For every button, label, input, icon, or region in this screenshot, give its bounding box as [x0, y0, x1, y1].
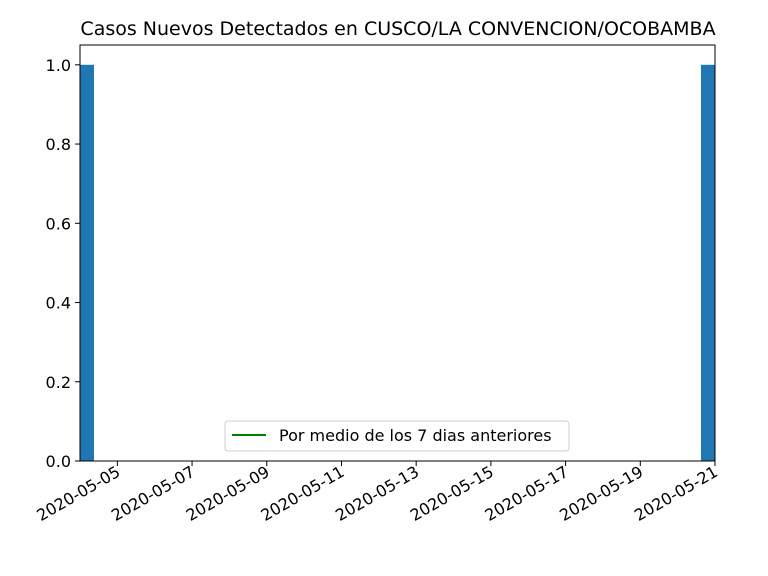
y-tick-label: 0.6: [46, 214, 71, 233]
bar-2020-05-21: [701, 64, 715, 462]
y-tick-label: 1.0: [46, 56, 71, 75]
chart-title: Casos Nuevos Detectados en CUSCO/LA CONV…: [80, 18, 715, 40]
x-tick-label: 2020-05-15: [407, 462, 497, 525]
y-tick-label: 0.4: [46, 294, 71, 313]
x-tick-label: 2020-05-07: [108, 462, 198, 525]
legend-label: Por medio de los 7 dias anteriores: [279, 426, 552, 445]
x-tick-label: 2020-05-05: [33, 462, 123, 525]
y-tick-label: 0.2: [46, 373, 71, 392]
x-tick-label: 2020-05-17: [482, 462, 572, 525]
x-tick-label: 2020-05-19: [556, 462, 646, 525]
x-tick-label: 2020-05-11: [257, 462, 347, 525]
legend: Por medio de los 7 dias anteriores: [224, 420, 570, 452]
y-tick-label: 0.8: [46, 135, 71, 154]
x-axis: 2020-05-052020-05-072020-05-092020-05-11…: [33, 461, 721, 525]
y-tick-label: 0.0: [46, 452, 71, 471]
legend-box: [224, 420, 570, 452]
plot-frame: [79, 44, 716, 462]
y-axis: 0.0 0.2 0.4 0.6 0.8 1.0: [46, 56, 80, 471]
x-tick-label: 2020-05-13: [332, 462, 422, 525]
bars-layer: [80, 64, 715, 462]
x-tick-label: 2020-05-21: [631, 462, 721, 525]
x-tick-label: 2020-05-09: [183, 462, 273, 525]
bar-2020-05-04: [80, 64, 94, 462]
